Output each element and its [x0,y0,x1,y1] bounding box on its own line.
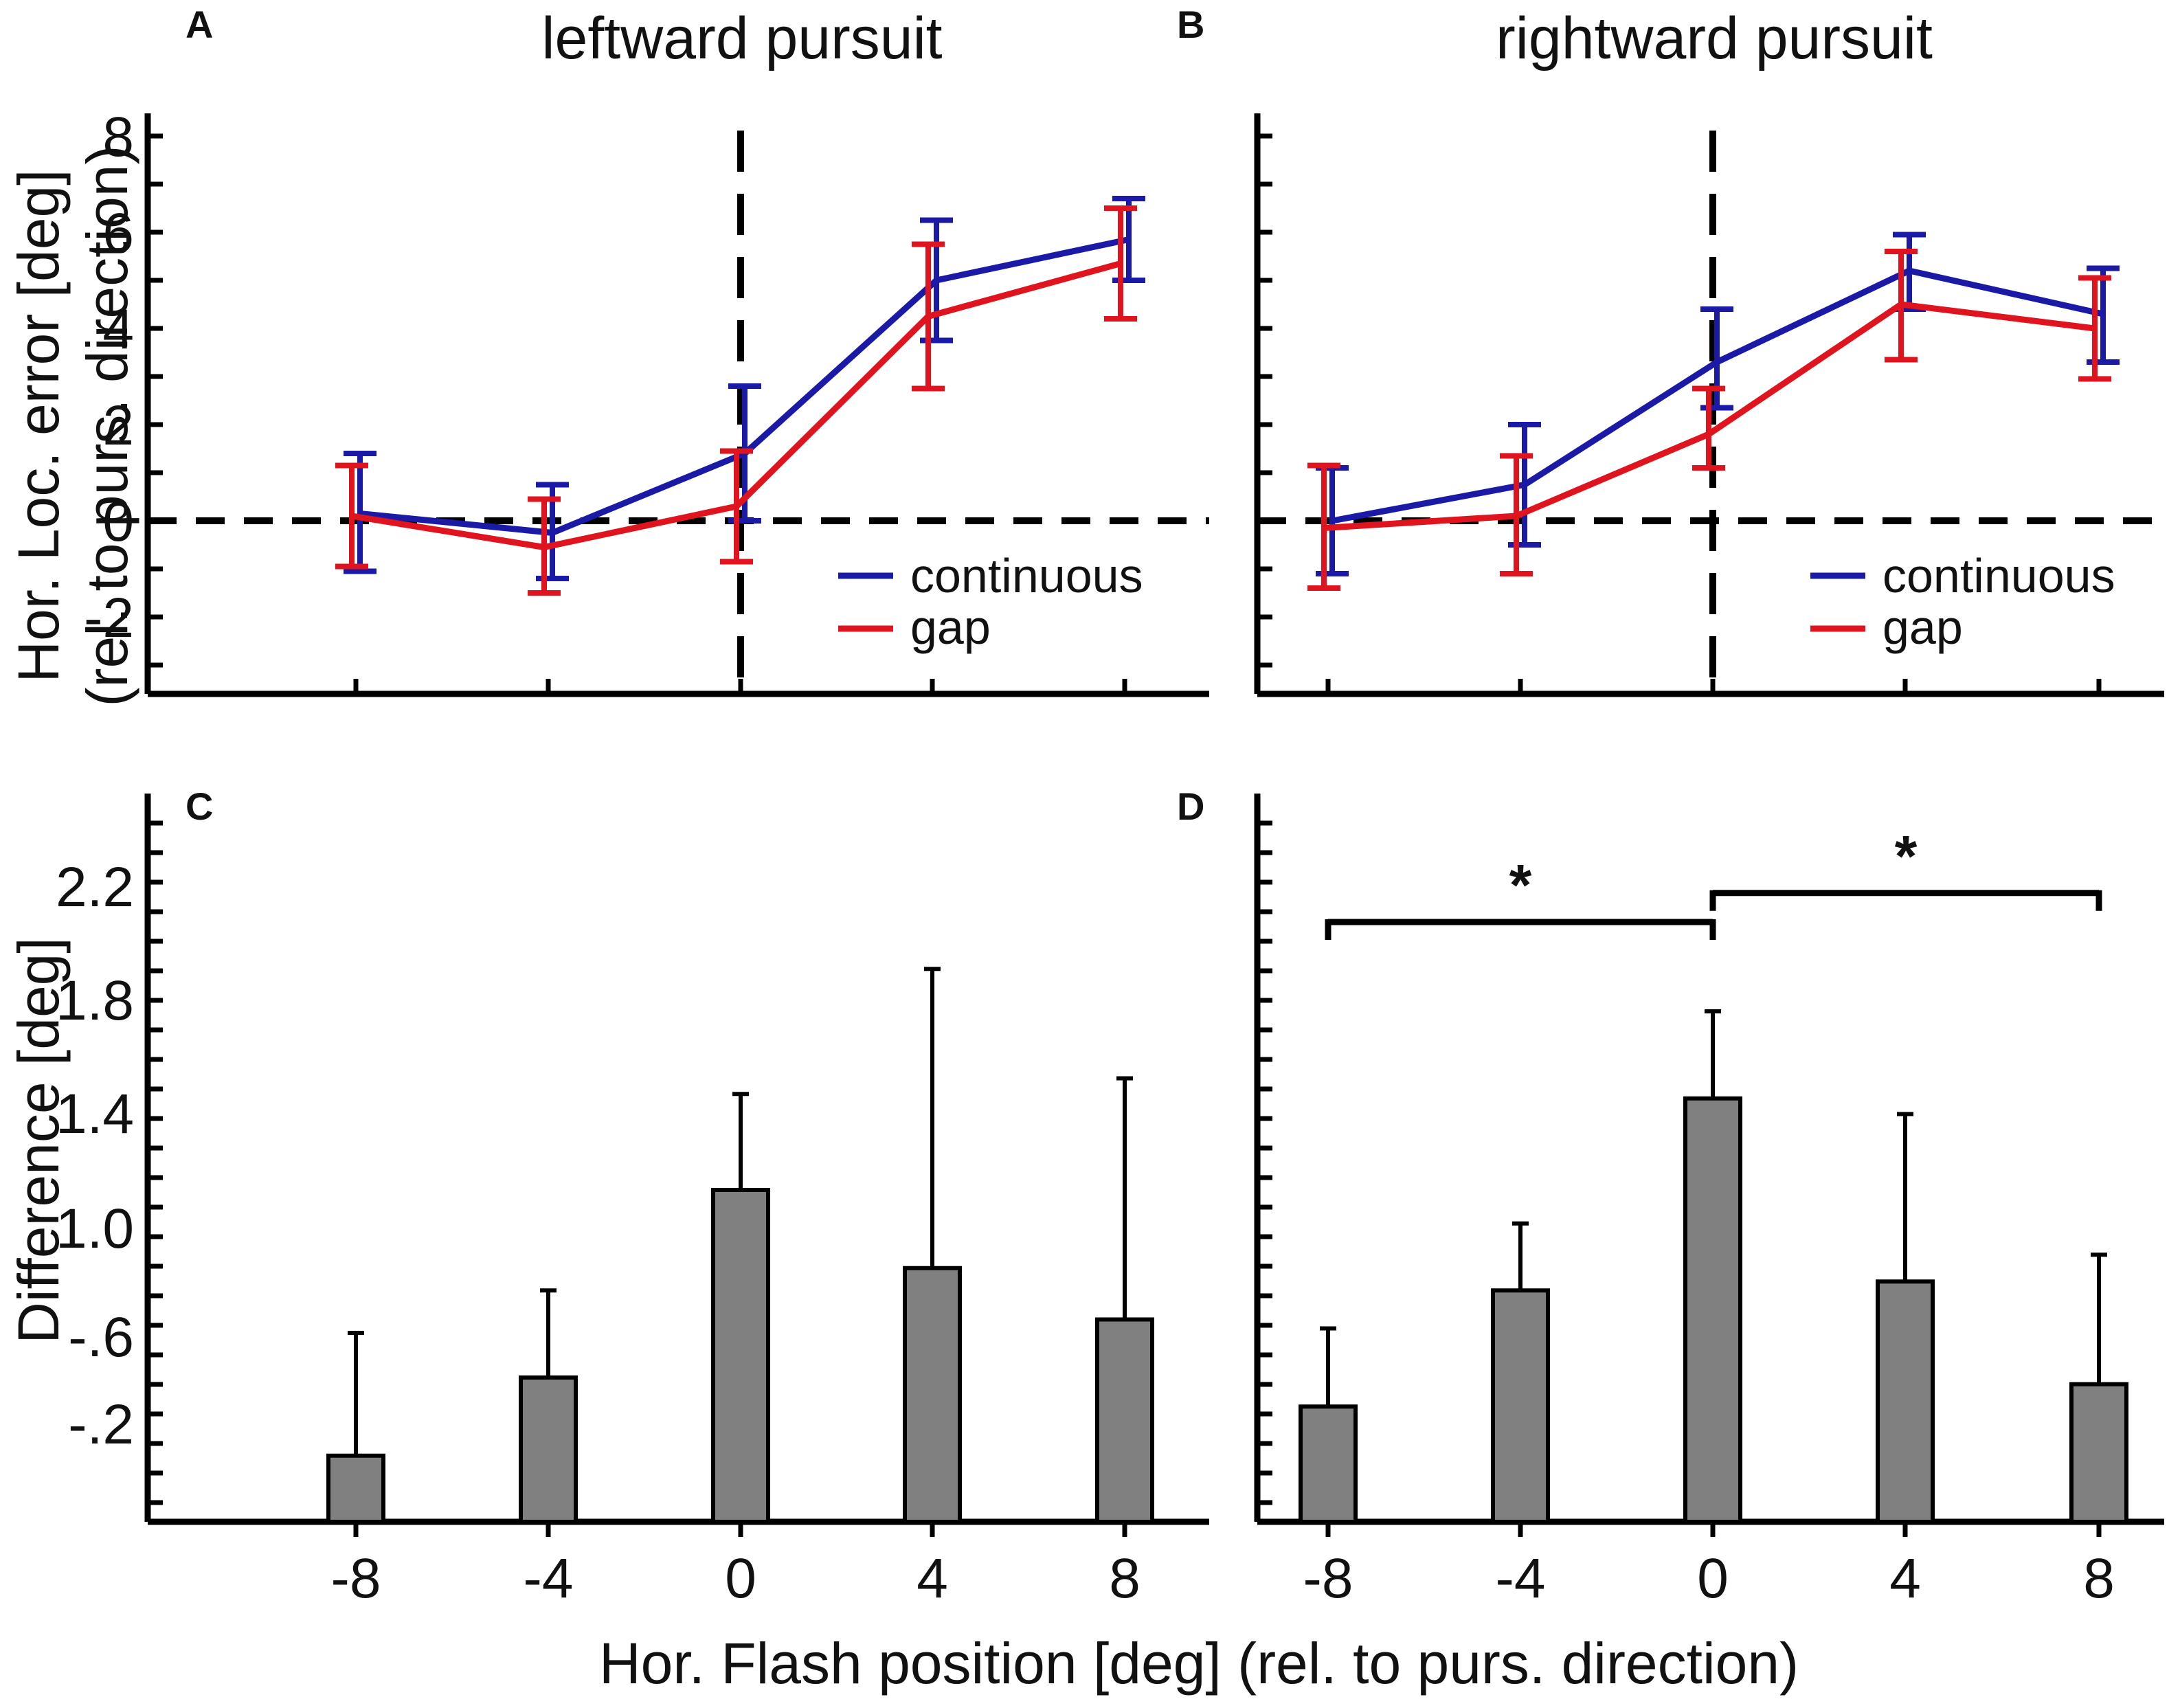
panel-letter-a: A [186,3,213,46]
panel-b-legend-gap-label: gap [1883,600,1963,654]
panel-a-errorbar-gap [912,241,945,392]
panel-a-errorbar-gap [528,496,561,596]
panel-c-x-tick-label: 8 [1109,1547,1140,1610]
panel-a-errorbar-gap [720,448,753,565]
panel-c-y-tick-label: 1.4 [56,1083,134,1145]
panel-a-errorbar-gap [1104,205,1137,322]
panel-d-bar [1491,1288,1550,1524]
panel-b-legend-continuous-label: continuous [1883,549,2115,603]
y-axis-label-top-line1: Hor. Loc. error [deg] [6,169,71,682]
panel-b-errorbar-continuous [2087,265,2120,365]
panel-b-errorbar-gap [2078,275,2111,382]
panel-c-x-tick-label: 0 [725,1547,756,1610]
panel-a-errorbar-continuous [344,451,377,574]
panel-letter-b: B [1177,3,1204,46]
panel-d-x-tick-label: -4 [1496,1547,1546,1610]
panel-a-title: leftward pursuit [541,5,942,71]
panel-d-significance-star: * [1895,824,1918,888]
panel-b-errorbar-gap [1500,453,1533,576]
panel-d-x-tick-label: 0 [1697,1547,1729,1610]
panel-a-errorbar-gap [335,462,368,570]
panel-c: -.2 -.6 1.0 1.4 1.8 2.2 -8 -4 0 4 8 [56,794,1209,1610]
panel-b-errorbar-gap [1307,462,1340,591]
panel-c-bar [1095,1317,1154,1524]
panel-d-significance-bracket: * [1325,853,1716,940]
panel-c-x-tick-label: 4 [917,1547,948,1610]
panel-a-y-tick-label: 4 [102,298,134,361]
panel-c-bar [519,1375,578,1524]
panel-c-y-tick-label: 2.2 [56,856,134,919]
panel-d-x-tick-label: 4 [1889,1547,1921,1610]
panel-c-y-tick-label: 1.0 [56,1198,134,1260]
panel-b-errorbar-gap [1692,385,1725,471]
panel-d-bar [1683,1096,1742,1524]
panel-b-title: rightward pursuit [1496,5,1933,71]
panel-c-bar [326,1453,385,1524]
panel-d-bar [2069,1382,2128,1524]
panel-c-y-tick-label: 1.8 [56,969,134,1032]
panel-c-x-tick-label: -4 [524,1547,574,1610]
panel-c-bar [711,1188,770,1524]
panel-c-x-tick-label: -8 [331,1547,381,1610]
panel-a-y-tick-label: 6 [102,202,134,265]
panel-a-legend-continuous-label: continuous [910,549,1143,603]
panel-c-y-tick-label: -.2 [68,1393,134,1456]
panel-a-y-tick-label: 8 [102,106,134,168]
panel-a-y-tick-label: 0 [102,491,134,553]
panel-c-bar [903,1266,962,1524]
panel-c-y-tick-label: -.6 [68,1306,134,1369]
panel-d-significance-star: * [1509,853,1532,917]
panel-d-bar [1299,1404,1358,1524]
x-axis-label: Hor. Flash position [deg] (rel. to purs.… [599,1631,1799,1696]
panel-a-y-tick-label: -2 [84,587,134,649]
panel-a-legend-gap-label: gap [910,600,991,654]
panel-d-bar [1876,1279,1935,1524]
panel-d-significance-bracket: * [1709,824,2102,911]
panel-letter-c: C [186,785,213,828]
y-axis-label-top-line2: (rel. to purs. direction) [75,146,139,707]
panel-d-x-tick-label: 8 [2083,1547,2115,1610]
panel-a-y-tick-label: 2 [102,394,134,457]
panel-letter-d: D [1177,785,1204,828]
panel-d-x-tick-label: -8 [1303,1547,1353,1610]
panel-d: -8 -4 0 4 8 * * [1254,794,2164,1610]
y-axis-label-bottom: Difference [deg] [6,937,71,1344]
panel-b-errorbar-gap [1885,249,1918,363]
